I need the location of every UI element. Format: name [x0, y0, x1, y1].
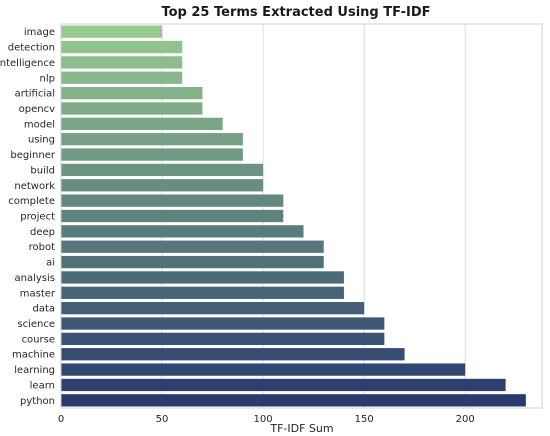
bar-model — [61, 117, 223, 130]
y-tick-label: learn — [30, 380, 55, 391]
bar-course — [61, 332, 385, 346]
bar-intelligence — [61, 56, 183, 69]
bar-beginner — [61, 148, 243, 161]
bar-image — [61, 25, 163, 38]
bar-deep — [61, 225, 304, 238]
bar-artificial — [61, 86, 203, 100]
plot-frame — [60, 23, 543, 409]
y-tick-label: complete — [8, 196, 55, 207]
x-tick-labels: 0 50 100 150 200 — [58, 414, 475, 425]
y-tick-label: opencv — [19, 104, 55, 115]
y-tick-label: deep — [30, 227, 55, 238]
y-tick-label: course — [22, 334, 55, 345]
y-tick-label: intelligence — [0, 58, 55, 69]
y-tick-label: master — [20, 288, 56, 299]
x-tick-label: 50 — [156, 414, 169, 425]
bar-master — [61, 286, 344, 299]
bar-machine — [61, 348, 405, 361]
y-tick-labels: image detection intelligence nlp artificial o… — [0, 27, 56, 407]
bar-data — [61, 302, 365, 315]
y-tick-label: build — [30, 165, 55, 176]
x-axis-label: TF-IDF Sum — [269, 422, 333, 435]
y-tick-label: image — [24, 27, 55, 38]
bar-ai — [61, 255, 324, 269]
bar-build — [61, 163, 264, 177]
chart-title: Top 25 Terms Extracted Using TF-IDF — [161, 5, 430, 20]
bar-learning — [61, 363, 466, 376]
bar-network — [61, 179, 264, 192]
y-tick-label: ai — [46, 258, 55, 269]
bar-python — [61, 394, 526, 407]
y-tick-label: beginner — [10, 150, 55, 161]
y-tick-label: artificial — [15, 89, 55, 100]
y-tick-label: robot — [29, 242, 55, 253]
y-tick-label: detection — [8, 43, 55, 54]
bar-learn — [61, 378, 506, 392]
bar-using — [61, 133, 243, 146]
x-tick-label: 150 — [355, 414, 374, 425]
x-tick-label: 0 — [58, 414, 64, 425]
bar-opencv — [61, 102, 203, 115]
y-tick-label: project — [20, 212, 55, 223]
y-tick-label: science — [17, 319, 55, 330]
bar-robot — [61, 240, 324, 253]
y-tick-label: learning — [14, 365, 55, 376]
bar-detection — [61, 40, 183, 54]
bar-analysis — [61, 271, 344, 284]
bars — [61, 25, 526, 407]
y-tick-label: machine — [12, 350, 55, 361]
y-tick-label: data — [32, 304, 55, 315]
bar-science — [61, 317, 385, 330]
y-tick-label: python — [20, 396, 55, 407]
bar-nlp — [61, 71, 183, 84]
x-tick-label: 200 — [456, 414, 475, 425]
y-tick-label: nlp — [40, 73, 55, 84]
y-tick-label: network — [14, 181, 55, 192]
bar-project — [61, 209, 284, 223]
bar-complete — [61, 194, 284, 207]
y-tick-label: analysis — [15, 273, 56, 284]
y-tick-label: model — [24, 119, 55, 130]
y-tick-label: using — [28, 135, 55, 146]
x-tick-label: 100 — [254, 414, 273, 425]
